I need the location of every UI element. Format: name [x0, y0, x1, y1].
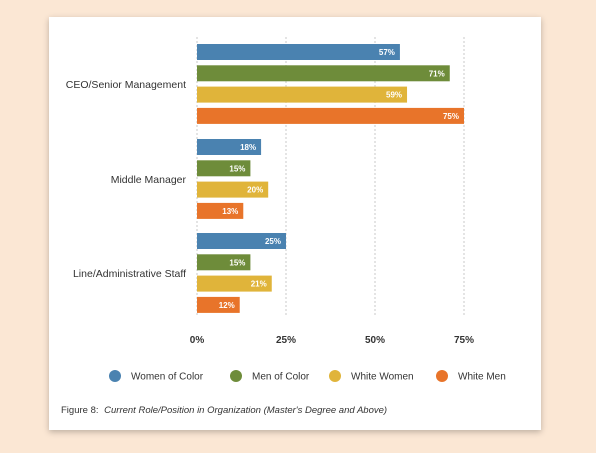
bar-value-label: 25%: [265, 237, 281, 246]
bar-value-label: 15%: [229, 258, 245, 267]
bar: [197, 254, 251, 271]
bar: [197, 44, 400, 60]
bar: [197, 107, 464, 124]
x-tick-label: 75%: [454, 335, 474, 346]
legend-label: Women of Color: [131, 372, 204, 383]
bar-value-label: 71%: [429, 69, 445, 78]
figure-caption: Figure 8: Current Role/Position in Organ…: [61, 405, 387, 416]
legend-swatch: [109, 370, 121, 382]
bar: [197, 275, 272, 292]
legend-label: White Women: [351, 372, 414, 383]
legend-swatch: [329, 370, 341, 382]
bar: [197, 65, 450, 82]
bar: [197, 86, 408, 103]
bar-value-label: 15%: [229, 164, 245, 173]
bar-value-label: 75%: [443, 112, 459, 121]
bar-value-label: 20%: [247, 186, 263, 195]
legend-swatch: [436, 370, 448, 382]
legend-swatch: [230, 370, 242, 382]
bar-value-label: 13%: [222, 207, 238, 216]
bar: [197, 296, 240, 313]
x-tick-label: 25%: [276, 335, 296, 346]
bar-value-label: 12%: [219, 301, 235, 310]
legend-label: Men of Color: [252, 372, 310, 383]
bar-value-label: 59%: [386, 91, 402, 100]
bar: [197, 160, 251, 177]
category-label: Middle Manager: [111, 174, 187, 186]
figure-title: Current Role/Position in Organization (M…: [104, 405, 388, 416]
bar: [197, 202, 244, 219]
category-label: Line/Administrative Staff: [73, 268, 186, 280]
x-tick-label: 0%: [190, 335, 205, 346]
bar-value-label: 57%: [379, 48, 395, 57]
legend-label: White Men: [458, 372, 506, 383]
bar-chart: 57% 71% 59% 75% CEO/Senior Management 18% 15% 2…: [66, 37, 506, 383]
x-tick-label: 50%: [365, 335, 385, 346]
category-label: CEO/Senior Management: [66, 79, 186, 91]
bar-value-label: 18%: [240, 143, 256, 152]
bar: [197, 233, 286, 249]
chart-card: 57% 71% 59% 75% CEO/Senior Management 18% 15% 2…: [49, 17, 541, 430]
bar-value-label: 21%: [251, 280, 267, 289]
figure-number: Figure 8:: [61, 405, 99, 416]
bar: [197, 139, 262, 155]
bar: [197, 181, 269, 198]
